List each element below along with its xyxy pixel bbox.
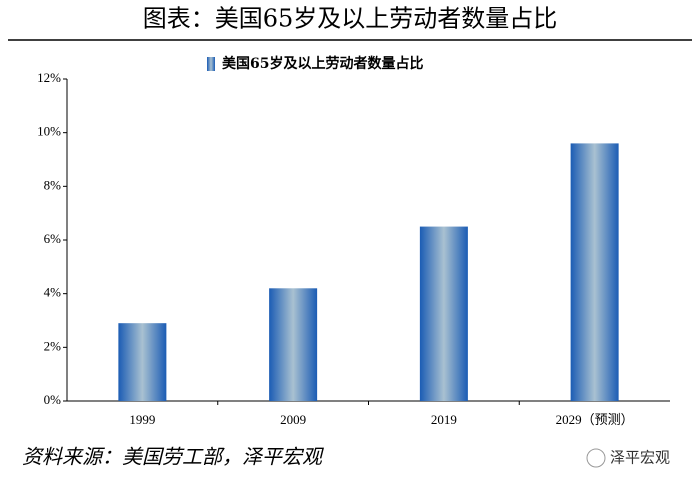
bar <box>570 143 619 401</box>
watermark-icon <box>586 448 606 468</box>
bar <box>269 288 318 401</box>
x-tick-label: 1999 <box>129 412 155 427</box>
x-tick-label: 2029（预测） <box>556 412 634 427</box>
page-title: 图表：美国65岁及以上劳动者数量占比 <box>143 5 558 33</box>
watermark: 泽平宏观 <box>610 449 670 467</box>
y-tick-label: 0% <box>44 392 62 407</box>
y-tick-label: 6% <box>44 231 62 246</box>
y-tick-label: 8% <box>44 177 62 192</box>
legend-swatch <box>207 57 215 71</box>
y-tick-label: 4% <box>44 285 62 300</box>
bar <box>419 226 468 401</box>
y-tick-label: 2% <box>44 338 62 353</box>
legend-label: 美国65岁及以上劳动者数量占比 <box>222 55 423 72</box>
x-tick-label: 2019 <box>431 412 457 427</box>
y-tick-label: 12% <box>37 70 61 85</box>
y-tick-label: 10% <box>37 124 61 139</box>
x-tick-label: 2009 <box>280 412 306 427</box>
bar <box>118 323 167 401</box>
source-note: 资料来源：美国劳工部，泽平宏观 <box>22 445 324 469</box>
